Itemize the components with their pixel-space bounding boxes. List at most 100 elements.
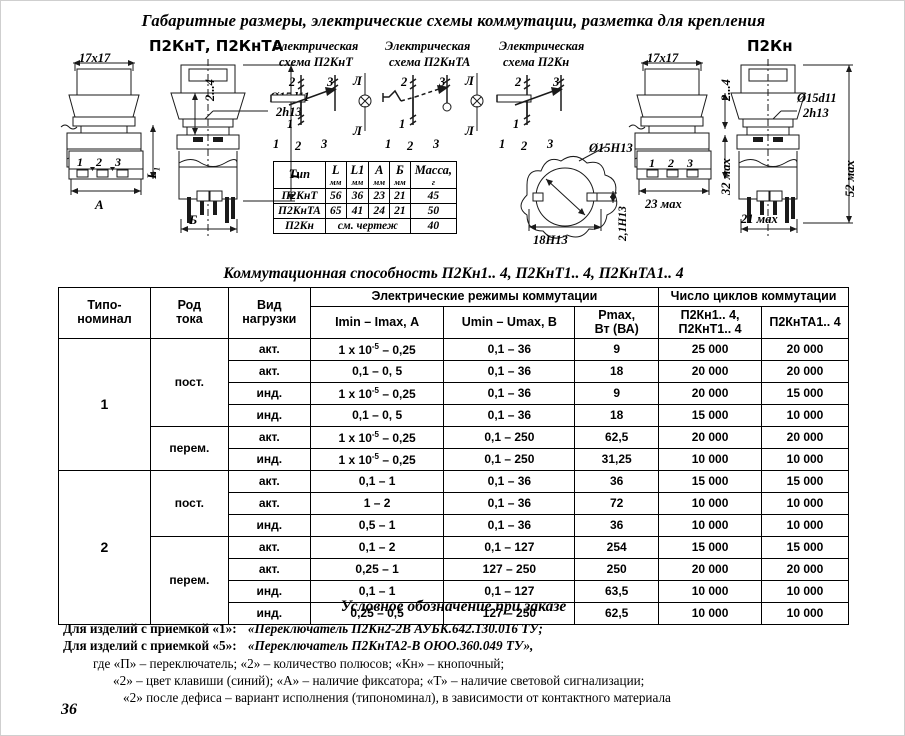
drawing-left-model-label: П2КнТ, П2КнТА: [149, 37, 284, 55]
cell-pmax: 18: [574, 360, 660, 384]
schematic-3-terminal-mid-1: 1: [513, 117, 520, 131]
dim-cell-type: П2КнТ: [273, 187, 326, 204]
schematic-2-svg: [382, 73, 484, 131]
order-line-2-value: «Переключатель П2КнТА2-В ОЮО.360.049 ТУ»…: [247, 638, 534, 653]
cell-cycles-a: 10 000: [658, 580, 762, 604]
order-line-2: Для изделий с приемкой «5»: «Переключате…: [63, 638, 905, 655]
dim-17x17-left: 17x17: [79, 51, 111, 65]
cell-cycles-b: 10 000: [761, 580, 849, 604]
page-title: Габаритные размеры, электрические схемы …: [141, 11, 766, 30]
order-line-1-prefix: Для изделий с приемкой «1»:: [63, 621, 237, 636]
cell-current-range: 0,25 – 1: [309, 558, 445, 582]
schematic-2-lamp-top-label: Л: [465, 73, 474, 88]
cell-pmax: 36: [574, 514, 660, 538]
schematic-1-title-line2: схема П2КнТ: [279, 55, 353, 69]
cell-voltage-range: 0,1 – 36: [443, 514, 576, 538]
cell-current-kind: пост.: [149, 338, 229, 428]
cell-current-range: 0,5 – 1: [309, 514, 445, 538]
schematic-3-title-line1: Электрическая: [499, 39, 585, 53]
table-row: 1 пост. акт. 1 х 10-5 – 0,25 0,1 – 36 9 25 000…: [58, 338, 849, 472]
dim-gap-right: 2...4: [719, 79, 733, 101]
cell-type-nominal: 2: [58, 470, 151, 626]
dim-table-body: П2КнТ 56 36 23 21 45 П2КнТА 65 41 24 21 …: [273, 187, 458, 234]
dim-17x17-right: 17x17: [647, 51, 679, 65]
cell-current-range: 0,1 – 2: [309, 536, 445, 560]
schematic-2-terminal-bottom-1: 1: [385, 137, 392, 151]
th-type-nominal: Типо-номинал: [58, 286, 151, 340]
cell-voltage-range: 0,1 – 36: [443, 338, 576, 362]
main-table-header-row-2: Imin – Imax, А Umin – Umax, В Pmax, Вт (В…: [59, 305, 849, 340]
drawing-left-svg: [60, 59, 295, 239]
dim-cell-L: 56: [324, 187, 347, 204]
dim-hole-width: 18Н13: [533, 233, 568, 247]
schematic-2-title-line1: Электрическая: [385, 39, 471, 53]
th-current-kind: Род тока: [149, 286, 229, 340]
drawing-right-svg: [628, 59, 853, 239]
cell-cycles-b: 20 000: [761, 426, 849, 450]
cell-voltage-range: 0,1 – 127: [443, 580, 576, 604]
order-line-2-prefix: Для изделий с приемкой «5»:: [63, 638, 237, 653]
cell-cycles-b: 15 000: [761, 382, 849, 406]
dim-cell-L1: 36: [345, 187, 370, 204]
cell-cycles-a: 20 000: [658, 558, 762, 582]
cell-pmax: 9: [574, 338, 660, 362]
dim-A-left: А: [95, 197, 104, 212]
schematic-2-terminal-top-3: 3: [439, 75, 446, 89]
order-designation-title: Условное обозначение при заказе: [340, 598, 567, 615]
cell-cycles-a: 10 000: [658, 514, 762, 538]
schematic-1-terminal-mid-1: 1: [287, 117, 294, 131]
cell-current-kind: перем.: [149, 536, 229, 626]
table-row: инд. 0,25 – 0,5 127 – 250 62,5 10 000 10 000: [59, 602, 849, 626]
th-cycles-b: П2КнТА1.. 4: [761, 305, 849, 340]
contact-2-right: 2: [668, 156, 674, 170]
main-table-header-row-1: Типо-номинал Род тока Вид нагрузки Электри…: [58, 286, 849, 340]
dim-cell-L1: 41: [345, 202, 370, 219]
switching-capacity-table: Типо-номинал Род тока Вид нагрузки Электри…: [58, 286, 849, 626]
dim-th-L1: L1 мм: [345, 161, 370, 189]
dim-th-mass: Масса, г: [409, 161, 458, 189]
th-pmax: Pmax, Вт (ВА): [574, 305, 660, 340]
dim-B-left: Б: [189, 212, 198, 227]
contact-3-left: 3: [115, 155, 121, 169]
th-load-kind: Вид нагрузки: [227, 286, 311, 340]
table-row: инд. 0,5 – 1 0,1 – 36 36 10 000 10 000: [59, 514, 849, 538]
dim-cell-A: 24: [368, 202, 391, 219]
dim-cell-mass: 40: [409, 217, 458, 234]
cell-pmax: 62,5: [574, 426, 660, 450]
dim-thread2-right: 2h13: [803, 106, 829, 120]
th-umin-umax: Umin – Umax, В: [443, 305, 576, 340]
cell-pmax: 9: [574, 382, 660, 406]
schematic-1-terminal-top-3: 3: [327, 75, 334, 89]
order-line-3: где «П» – переключатель; «2» – количеств…: [93, 656, 505, 671]
th-electric-modes: Электрические режимы коммутации: [309, 287, 660, 307]
drawing-right-p2kn: П2Кн 17x17 2...4 32 мах Ø15d11 2h13 52 м…: [628, 37, 871, 249]
cell-type-nominal: 1: [58, 338, 151, 472]
cell-voltage-range: 0,1 – 36: [443, 404, 576, 428]
dim-cell-type: П2Кн: [273, 217, 326, 234]
schematic-2-title-line2: схема П2КнТА: [389, 55, 471, 69]
schematic-p2knta: Электрическая схема П2КнТА 2 3 1 1 2 3 Л…: [381, 39, 491, 153]
th-cycles: Число циклов коммутации: [658, 287, 849, 307]
cell-cycles-a: 10 000: [658, 492, 762, 516]
schematic-1-terminal-top-2: 2: [289, 75, 296, 89]
cell-cycles-a: 20 000: [658, 360, 762, 384]
table-row: перем. акт. 0,1 – 2 0,1 – 127 254 15 000 15 00…: [59, 536, 849, 626]
cell-pmax: 36: [574, 470, 660, 494]
cell-load-kind: акт.: [227, 492, 311, 516]
cell-voltage-range: 127 – 250: [443, 558, 576, 582]
cell-voltage-range: 0,1 – 36: [443, 382, 576, 406]
schematic-1-title-line1: Электрическая: [273, 39, 359, 53]
schematic-1-lamp-top-label: Л: [353, 73, 362, 88]
cell-cycles-b: 15 000: [761, 536, 849, 560]
dim-width-21-right: 21 мах: [741, 212, 778, 226]
cell-current-kind: пост.: [149, 470, 229, 538]
cell-voltage-range: 127 – 250: [443, 602, 576, 626]
th-imin-imax: Imin – Imax, А: [309, 305, 445, 340]
dimension-drawings: П2КнТ, П2КнТА 17x17 2...4 L1 Ø15d11 2h13…: [1, 37, 905, 261]
cell-cycles-a: 20 000: [658, 426, 762, 450]
cell-cycles-a: 15 000: [658, 404, 762, 428]
table-row: акт. 1 – 2 0,1 – 36 72 10 000 10 000: [59, 492, 849, 516]
